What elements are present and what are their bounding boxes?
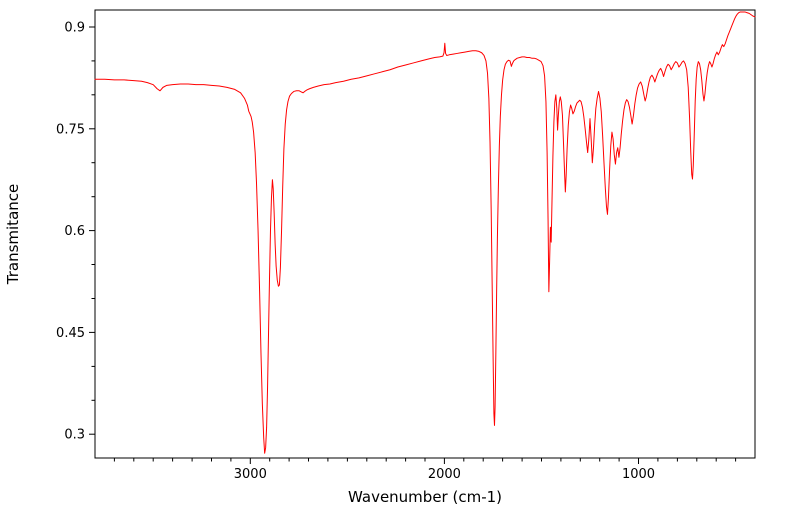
x-tick-label: 1000 (622, 467, 655, 482)
y-tick-label: 0.75 (56, 122, 85, 137)
x-tick-label: 2000 (428, 467, 461, 482)
y-tick-label: 0.45 (56, 326, 85, 341)
y-axis-ticks: 0.3 0.45 0.6 0.75 0.9 (56, 21, 95, 443)
y-tick-label: 0.3 (64, 428, 85, 443)
x-axis-label: Wavenumber (cm-1) (348, 488, 502, 506)
x-axis-ticks: 3000 2000 1000 (113, 458, 737, 482)
y-tick-label: 0.9 (64, 21, 85, 36)
x-tick-label: 3000 (234, 467, 267, 482)
spectrum-line (94, 11, 756, 454)
spectrum-series (94, 11, 756, 454)
y-tick-label: 0.6 (64, 224, 85, 239)
y-axis-label: Transmitance (4, 184, 22, 285)
